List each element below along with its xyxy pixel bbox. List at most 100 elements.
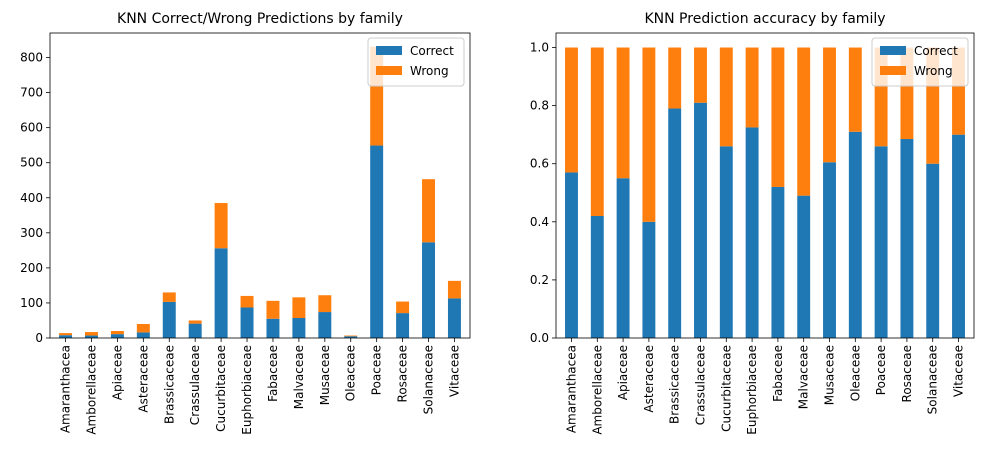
bar-wrong-musaceae bbox=[823, 47, 836, 163]
y-tick-label: 800 bbox=[20, 51, 43, 65]
y-tick-label: 600 bbox=[20, 121, 43, 135]
x-tick-label: Amborellaceae bbox=[84, 345, 98, 435]
legend-swatch-wrong bbox=[376, 66, 402, 75]
y-tick-label: 700 bbox=[20, 86, 43, 100]
bar-wrong-solanaceae bbox=[422, 179, 435, 243]
x-tick-label: Crassulaceae bbox=[188, 345, 202, 425]
bar-wrong-cucurbitaceae bbox=[214, 203, 228, 249]
legend-label-correct: Correct bbox=[914, 44, 958, 58]
y-tick-label: 1.0 bbox=[530, 41, 549, 55]
y-tick-label: 100 bbox=[20, 296, 43, 310]
bar-correct-asteraceae bbox=[642, 221, 656, 338]
x-tick-label: Vitaceae bbox=[447, 345, 461, 397]
chart-title: KNN Correct/Wrong Predictions by family bbox=[117, 11, 403, 27]
x-tick-label: Amaranthacea bbox=[59, 345, 73, 433]
bar-correct-rosaceae bbox=[900, 139, 914, 338]
bar-correct-fabaceae bbox=[266, 318, 280, 338]
bar-wrong-oleaceae bbox=[848, 47, 862, 132]
x-tick-label: Oleaceae bbox=[344, 345, 358, 401]
bar-wrong-asteraceae bbox=[642, 47, 656, 222]
x-tick-label: Poaceae bbox=[874, 345, 888, 395]
bar-wrong-euphorbiaceae bbox=[745, 47, 759, 128]
bar-correct-apiaceae bbox=[110, 334, 124, 338]
bar-correct-cucurbitaceae bbox=[719, 146, 733, 338]
bar-wrong-brassicaceae bbox=[162, 292, 176, 302]
x-tick-label: Fabaceae bbox=[266, 345, 280, 402]
bar-correct-apiaceae bbox=[616, 178, 630, 338]
bar-wrong-amaranthacea bbox=[59, 333, 73, 336]
x-tick-label: Vitaceae bbox=[952, 345, 966, 397]
bar-wrong-crassulaceae bbox=[694, 47, 707, 103]
x-tick-label: Brassicaceae bbox=[162, 345, 176, 424]
x-tick-label: Amborellaceae bbox=[590, 345, 604, 435]
bar-wrong-asteraceae bbox=[136, 323, 150, 333]
y-tick-label: 0.8 bbox=[530, 99, 549, 113]
bar-correct-amborellaceae bbox=[85, 335, 98, 338]
bar-wrong-vitaceae bbox=[447, 280, 461, 299]
x-tick-label: Poaceae bbox=[370, 345, 384, 395]
y-tick-label: 0.0 bbox=[530, 331, 549, 345]
bar-correct-amaranthacea bbox=[59, 335, 73, 338]
x-tick-label: Musaceae bbox=[318, 345, 332, 405]
bar-correct-vitaceae bbox=[952, 134, 965, 338]
bar-correct-solanaceae bbox=[422, 242, 435, 338]
bar-wrong-cucurbitaceae bbox=[719, 47, 733, 147]
legend-swatch-wrong bbox=[880, 66, 906, 75]
bar-wrong-oleaceae bbox=[344, 335, 358, 337]
legend: Correct Wrong bbox=[367, 37, 465, 87]
bar-wrong-musaceae bbox=[318, 295, 332, 313]
bar-wrong-apiaceae bbox=[616, 47, 630, 179]
legend-swatch-correct bbox=[880, 46, 906, 55]
bar-correct-brassicaceae bbox=[162, 301, 176, 338]
y-tick-label: 400 bbox=[20, 191, 43, 205]
axes-frame bbox=[555, 32, 975, 339]
bar-wrong-crassulaceae bbox=[188, 320, 202, 324]
chart-panel-1: KNN Correct/Wrong Predictions by family A… bbox=[20, 11, 471, 435]
y-tick-label: 0.4 bbox=[530, 215, 549, 229]
bar-correct-crassulaceae bbox=[188, 323, 202, 338]
bar-correct-poaceae bbox=[874, 146, 888, 338]
chart-panel-2: KNN Prediction accuracy by family Amarant… bbox=[530, 11, 975, 435]
bar-correct-asteraceae bbox=[136, 332, 150, 338]
bar-wrong-amaranthacea bbox=[565, 47, 578, 173]
x-tick-label: Musaceae bbox=[823, 345, 837, 405]
x-tick-label: Apiaceae bbox=[616, 345, 630, 400]
bar-wrong-euphorbiaceae bbox=[240, 295, 254, 308]
bar-wrong-amborellaceae bbox=[590, 47, 604, 217]
y-tick-label: 300 bbox=[20, 226, 43, 240]
y-tick-label: 0 bbox=[35, 331, 43, 345]
axes-frame bbox=[49, 32, 471, 339]
bar-correct-crassulaceae bbox=[694, 102, 707, 338]
x-tick-label: Solanaceae bbox=[422, 345, 436, 414]
x-tick-label: Oleaceae bbox=[848, 345, 862, 401]
bar-correct-euphorbiaceae bbox=[240, 307, 254, 338]
y-tick-label: 0.6 bbox=[530, 157, 549, 171]
x-tick-label: Euphorbiaceae bbox=[240, 345, 254, 435]
x-tick-label: Solanaceae bbox=[926, 345, 940, 414]
x-tick-label: Amaranthacea bbox=[564, 345, 578, 433]
bar-correct-euphorbiaceae bbox=[745, 127, 759, 339]
x-tick-label: Malvaceae bbox=[292, 345, 306, 409]
x-tick-label: Rosaceae bbox=[900, 345, 914, 402]
x-tick-label: Fabaceae bbox=[771, 345, 785, 402]
bar-wrong-fabaceae bbox=[771, 47, 785, 187]
x-tick-label: Cucurbitaceae bbox=[719, 345, 733, 432]
bar-wrong-malvaceae bbox=[797, 47, 811, 196]
x-tick-label: Cucurbitaceae bbox=[214, 345, 228, 432]
bar-correct-amborellaceae bbox=[590, 216, 604, 338]
bar-wrong-brassicaceae bbox=[668, 47, 682, 109]
legend-label-correct: Correct bbox=[410, 44, 454, 58]
x-tick-label: Rosaceae bbox=[396, 345, 410, 402]
legend-swatch-correct bbox=[376, 46, 402, 55]
bar-wrong-amborellaceae bbox=[85, 332, 98, 336]
bar-wrong-apiaceae bbox=[110, 330, 124, 335]
x-tick-label: Euphorbiaceae bbox=[745, 345, 759, 435]
y-tick-label: 200 bbox=[20, 261, 43, 275]
y-tick-label: 0.2 bbox=[530, 273, 549, 287]
x-tick-label: Crassulaceae bbox=[693, 345, 707, 425]
bar-correct-cucurbitaceae bbox=[214, 248, 228, 338]
bar-correct-vitaceae bbox=[447, 298, 461, 338]
x-tick-label: Asteraceae bbox=[642, 345, 656, 413]
y-tick-label: 500 bbox=[20, 156, 43, 170]
bar-correct-malvaceae bbox=[797, 195, 811, 338]
